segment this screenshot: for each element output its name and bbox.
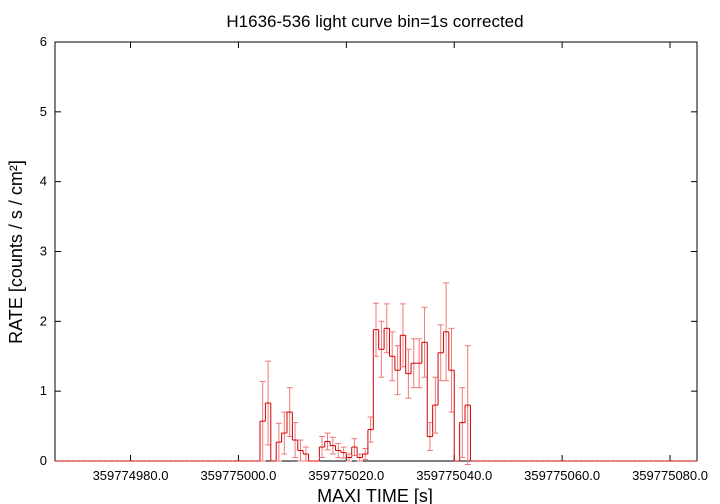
chart-title: H1636-536 light curve bin=1s corrected [226,12,523,31]
x-tick-label: 359775040.0 [416,468,492,483]
x-axis-label: MAXI TIME [s] [317,486,433,504]
y-tick-label: 4 [40,174,47,189]
y-tick-label: 5 [40,104,47,119]
y-tick-label: 2 [40,313,47,328]
x-tick-label: 359774980.0 [93,468,169,483]
x-tick-label: 359775000.0 [200,468,276,483]
y-axis-label: RATE [counts / s / cm²] [6,160,26,344]
x-tick-label: 359775020.0 [308,468,384,483]
y-tick-label: 1 [40,383,47,398]
x-tick-label: 359775080.0 [632,468,708,483]
y-tick-label: 3 [40,244,47,259]
x-tick-label: 359775060.0 [524,468,600,483]
y-tick-label: 6 [40,34,47,49]
plot-frame [54,41,698,462]
y-tick-label: 0 [40,453,47,468]
